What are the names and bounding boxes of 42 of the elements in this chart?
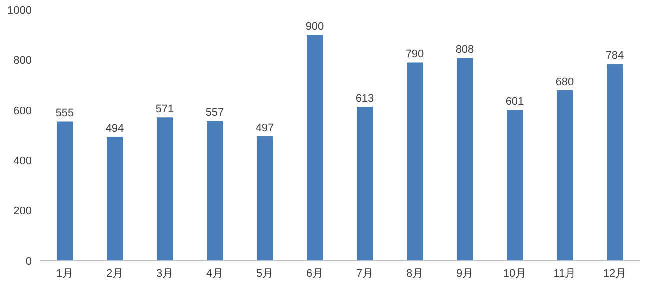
y-tick-label: 800 <box>14 55 32 68</box>
x-tick-label: 8月 <box>406 268 424 280</box>
x-tick-label: 7月 <box>356 268 374 280</box>
data-label: 601 <box>506 96 524 108</box>
data-label: 497 <box>256 122 274 134</box>
data-label: 790 <box>406 48 424 61</box>
bar <box>57 122 73 261</box>
bar <box>357 107 373 261</box>
x-tick-label: 9月 <box>456 268 474 280</box>
x-tick-label: 4月 <box>206 268 224 280</box>
bar <box>107 137 123 261</box>
x-tick-label: 1月 <box>56 268 74 280</box>
data-label: 784 <box>606 50 624 62</box>
bar <box>207 121 223 261</box>
bar <box>507 110 523 261</box>
bar <box>307 35 323 261</box>
x-tick-label: 3月 <box>156 268 174 280</box>
bar <box>557 90 573 261</box>
bar <box>157 118 173 261</box>
y-tick-label: 400 <box>14 156 32 168</box>
x-tick-label: 5月 <box>256 268 274 280</box>
y-tick-label: 0 <box>26 256 32 268</box>
x-tick-label: 2月 <box>106 268 124 280</box>
data-label: 494 <box>106 123 124 136</box>
bar <box>457 58 473 261</box>
y-tick-label: 200 <box>14 206 32 218</box>
x-tick-label: 11月 <box>554 268 576 280</box>
data-label: 680 <box>556 76 574 88</box>
x-tick-label: 12月 <box>603 268 627 280</box>
data-label: 571 <box>156 104 174 116</box>
data-label: 555 <box>56 108 74 120</box>
data-label: 900 <box>306 21 324 34</box>
y-tick-label: 1000 <box>8 4 32 17</box>
bar <box>407 62 423 261</box>
bar <box>257 136 273 261</box>
x-tick-label: 6月 <box>306 268 324 280</box>
data-label: 613 <box>356 93 374 106</box>
data-label: 808 <box>456 44 474 56</box>
y-tick-label: 600 <box>14 105 32 118</box>
data-label: 557 <box>206 107 224 120</box>
x-tick-label: 10月 <box>503 268 527 280</box>
bar <box>607 64 623 261</box>
